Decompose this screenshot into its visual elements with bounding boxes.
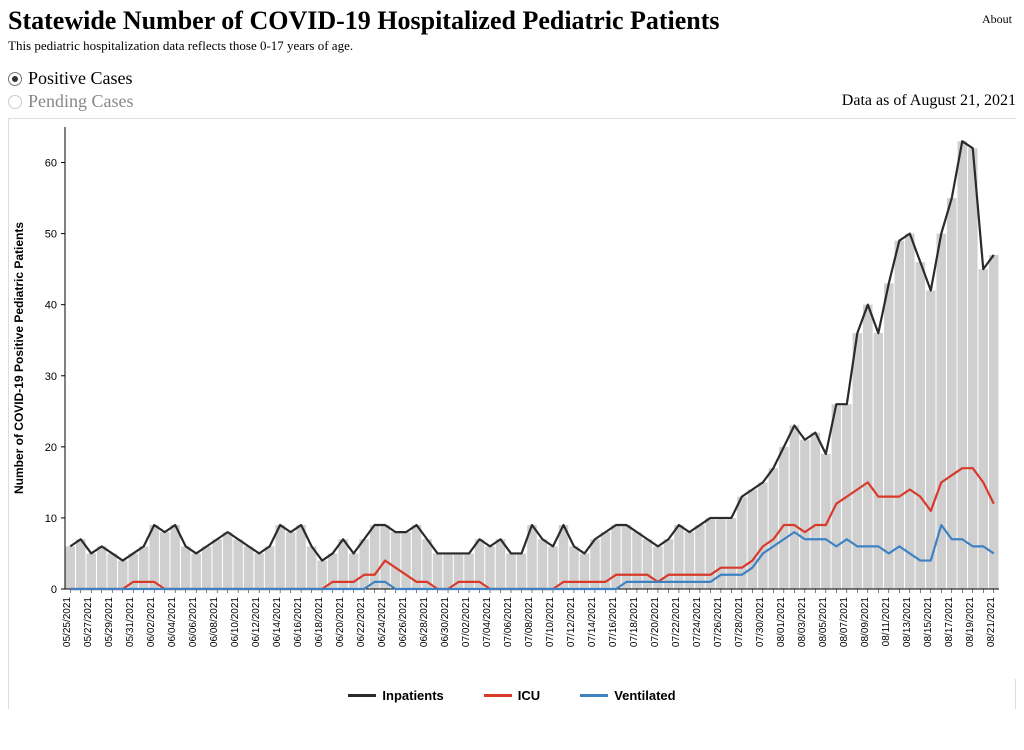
legend-swatch bbox=[348, 694, 376, 697]
svg-text:08/13/2021: 08/13/2021 bbox=[902, 597, 913, 647]
radio-icon bbox=[8, 95, 22, 109]
svg-text:07/28/2021: 07/28/2021 bbox=[734, 597, 745, 647]
legend-item[interactable]: Ventilated bbox=[580, 688, 675, 703]
chart-legend: Inpatients ICU Ventilated bbox=[9, 684, 1015, 709]
svg-text:30: 30 bbox=[45, 371, 57, 383]
svg-text:08/07/2021: 08/07/2021 bbox=[839, 597, 850, 647]
svg-text:07/10/2021: 07/10/2021 bbox=[545, 597, 556, 647]
legend-item[interactable]: ICU bbox=[484, 688, 540, 703]
svg-text:06/28/2021: 06/28/2021 bbox=[419, 597, 430, 647]
svg-text:07/12/2021: 07/12/2021 bbox=[566, 597, 577, 647]
svg-text:10: 10 bbox=[45, 513, 57, 525]
svg-text:06/20/2021: 06/20/2021 bbox=[335, 597, 346, 647]
svg-text:08/11/2021: 08/11/2021 bbox=[881, 597, 892, 647]
svg-text:08/19/2021: 08/19/2021 bbox=[965, 597, 976, 647]
pediatric-chart: 0 10 20 30 40 50 60 05/25/2021 05/27/2021 05/29/2… bbox=[9, 119, 1017, 679]
radio-icon bbox=[8, 72, 22, 86]
svg-text:05/25/2021: 05/25/2021 bbox=[62, 597, 73, 647]
svg-text:07/16/2021: 07/16/2021 bbox=[608, 597, 619, 647]
svg-text:07/20/2021: 07/20/2021 bbox=[650, 597, 661, 647]
svg-text:06/26/2021: 06/26/2021 bbox=[398, 597, 409, 647]
svg-text:08/15/2021: 08/15/2021 bbox=[923, 597, 934, 647]
svg-text:60: 60 bbox=[45, 158, 57, 170]
svg-text:50: 50 bbox=[45, 229, 57, 241]
svg-text:05/29/2021: 05/29/2021 bbox=[104, 597, 115, 647]
svg-text:06/04/2021: 06/04/2021 bbox=[167, 597, 178, 647]
legend-swatch bbox=[484, 694, 512, 697]
svg-text:08/05/2021: 08/05/2021 bbox=[818, 597, 829, 647]
svg-text:07/02/2021: 07/02/2021 bbox=[461, 597, 472, 647]
svg-text:07/08/2021: 07/08/2021 bbox=[524, 597, 535, 647]
legend-label: Inpatients bbox=[382, 688, 443, 703]
radio-positive-cases[interactable]: Positive Cases bbox=[8, 68, 134, 89]
svg-text:07/22/2021: 07/22/2021 bbox=[671, 597, 682, 647]
svg-text:20: 20 bbox=[45, 442, 57, 454]
svg-text:06/08/2021: 06/08/2021 bbox=[209, 597, 220, 647]
svg-text:08/09/2021: 08/09/2021 bbox=[860, 597, 871, 647]
svg-text:07/18/2021: 07/18/2021 bbox=[629, 597, 640, 647]
svg-text:06/18/2021: 06/18/2021 bbox=[314, 597, 325, 647]
page-subtitle: This pediatric hospitalization data refl… bbox=[8, 38, 1016, 54]
svg-text:07/26/2021: 07/26/2021 bbox=[713, 597, 724, 647]
svg-text:08/01/2021: 08/01/2021 bbox=[776, 597, 787, 647]
radio-label: Positive Cases bbox=[28, 68, 133, 89]
page-title: Statewide Number of COVID-19 Hospitalize… bbox=[8, 6, 1016, 36]
svg-text:Number of COVID-19 Positive Pe: Number of COVID-19 Positive Pediatric Pa… bbox=[12, 222, 26, 494]
svg-text:07/14/2021: 07/14/2021 bbox=[587, 597, 598, 647]
svg-text:06/02/2021: 06/02/2021 bbox=[146, 597, 157, 647]
svg-text:06/16/2021: 06/16/2021 bbox=[293, 597, 304, 647]
svg-text:06/22/2021: 06/22/2021 bbox=[356, 597, 367, 647]
svg-text:06/30/2021: 06/30/2021 bbox=[440, 597, 451, 647]
legend-item[interactable]: Inpatients bbox=[348, 688, 443, 703]
chart-container: 0 10 20 30 40 50 60 05/25/2021 05/27/2021 05/29/2… bbox=[8, 118, 1016, 709]
legend-label: ICU bbox=[518, 688, 540, 703]
case-type-radio-group: Positive Cases Pending Cases bbox=[8, 66, 134, 114]
svg-text:08/21/2021: 08/21/2021 bbox=[986, 597, 997, 647]
svg-text:06/24/2021: 06/24/2021 bbox=[377, 597, 388, 647]
svg-text:06/14/2021: 06/14/2021 bbox=[272, 597, 283, 647]
svg-text:08/03/2021: 08/03/2021 bbox=[797, 597, 808, 647]
svg-text:05/27/2021: 05/27/2021 bbox=[83, 597, 94, 647]
svg-text:06/12/2021: 06/12/2021 bbox=[251, 597, 262, 647]
svg-text:0: 0 bbox=[51, 584, 57, 596]
svg-text:07/30/2021: 07/30/2021 bbox=[755, 597, 766, 647]
svg-text:40: 40 bbox=[45, 300, 57, 312]
legend-swatch bbox=[580, 694, 608, 697]
svg-text:08/17/2021: 08/17/2021 bbox=[944, 597, 955, 647]
svg-text:07/06/2021: 07/06/2021 bbox=[503, 597, 514, 647]
radio-pending-cases[interactable]: Pending Cases bbox=[8, 91, 134, 112]
svg-text:07/04/2021: 07/04/2021 bbox=[482, 597, 493, 647]
svg-text:05/31/2021: 05/31/2021 bbox=[125, 597, 136, 647]
legend-label: Ventilated bbox=[614, 688, 675, 703]
data-as-of: Data as of August 21, 2021 bbox=[842, 92, 1016, 110]
about-link[interactable]: About bbox=[982, 12, 1012, 27]
svg-text:06/06/2021: 06/06/2021 bbox=[188, 597, 199, 647]
svg-text:07/24/2021: 07/24/2021 bbox=[692, 597, 703, 647]
radio-label: Pending Cases bbox=[28, 91, 134, 112]
svg-text:06/10/2021: 06/10/2021 bbox=[230, 597, 241, 647]
